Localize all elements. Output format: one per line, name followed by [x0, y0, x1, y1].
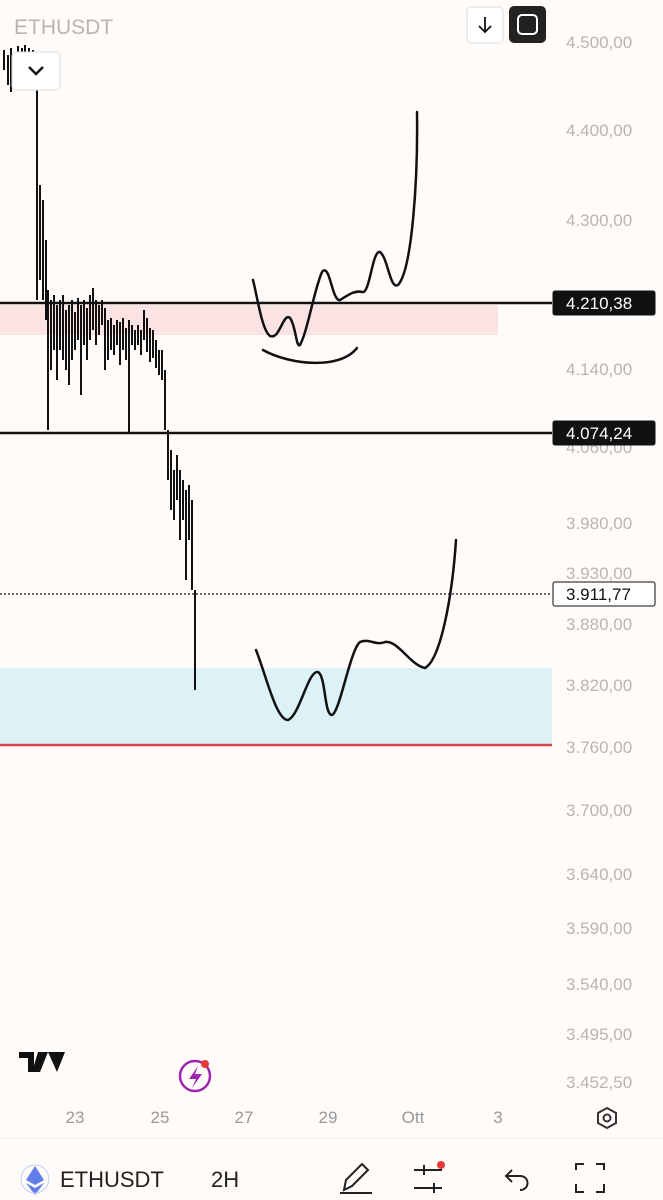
price-label: 4.400,00 — [566, 121, 632, 140]
price-label: 4.140,00 — [566, 360, 632, 379]
lightning-button[interactable] — [178, 1059, 212, 1093]
price-label: 4.300,00 — [566, 211, 632, 230]
tv-logo — [19, 1052, 65, 1072]
drawing-arc — [261, 346, 359, 365]
badge — [201, 1060, 209, 1068]
price-label: 3.590,00 — [566, 919, 632, 938]
draw-tool[interactable] — [340, 1162, 372, 1194]
badge — [437, 1161, 445, 1169]
symbol-title: ETHUSDT — [14, 16, 113, 39]
time-label: Ott — [402, 1108, 425, 1127]
price-label: 3.930,00 — [566, 564, 632, 583]
time-label: 25 — [151, 1108, 170, 1127]
fullscreen-button[interactable] — [509, 6, 546, 43]
time-label: 23 — [66, 1108, 85, 1127]
arrow-icon — [478, 17, 492, 34]
price-label: 3.452,50 — [566, 1073, 632, 1092]
eth-ring — [20, 1164, 50, 1194]
price-label: 3.640,00 — [566, 865, 632, 884]
chevron-icon — [28, 66, 44, 76]
price-tag — [552, 290, 656, 316]
expand-button[interactable] — [575, 1163, 605, 1193]
bottom-symbol[interactable]: ETHUSDT — [60, 1167, 164, 1192]
indicators-button[interactable] — [414, 1165, 442, 1193]
interval[interactable]: 2H — [211, 1167, 239, 1192]
price-label: 3.820,00 — [566, 676, 632, 695]
price-tag-label: 3.911,77 — [566, 585, 631, 604]
fullscreen-icon — [517, 14, 538, 35]
drawing-lower — [254, 538, 458, 722]
price-label: 3.495,00 — [566, 1025, 632, 1044]
price-label: 3.880,00 — [566, 615, 632, 634]
settings-icon[interactable] — [597, 1106, 617, 1130]
settings-dot — [602, 1113, 612, 1123]
price-label: 3.700,00 — [566, 801, 632, 820]
price-label: 3.760,00 — [566, 738, 632, 757]
lightning-icon — [189, 1066, 202, 1088]
time-label: 3 — [493, 1108, 502, 1127]
price-tag-label: 4.074,24 — [566, 424, 632, 443]
price-tag-label: 4.210,38 — [566, 294, 632, 313]
price-tag — [552, 420, 656, 446]
collapse-button[interactable] — [11, 51, 61, 91]
time-label: 27 — [235, 1108, 254, 1127]
eth-icon — [26, 1166, 44, 1195]
price-label: 3.980,00 — [566, 514, 632, 533]
drawing-upper — [251, 110, 419, 347]
price-label: 4.500,00 — [566, 33, 632, 52]
time-label: 29 — [319, 1108, 338, 1127]
price-label: 3.540,00 — [566, 975, 632, 994]
undo-button[interactable] — [504, 1169, 529, 1191]
price-tag — [552, 581, 656, 607]
